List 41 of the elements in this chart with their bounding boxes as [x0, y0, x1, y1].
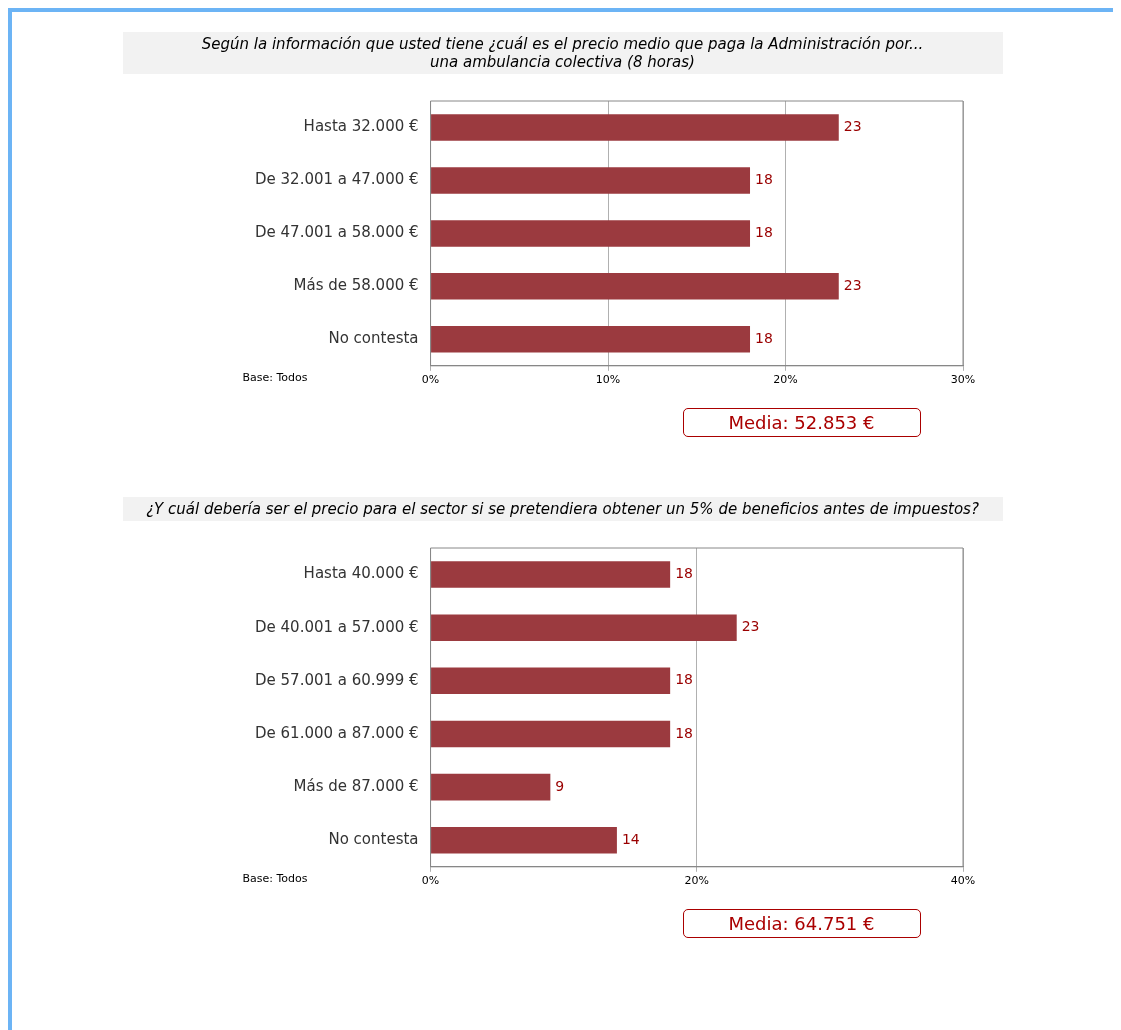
y-tick-label: De 32.001 a 47.000 € [254, 170, 419, 189]
y-tick-label: De 40.001 a 57.000 € [254, 617, 419, 636]
data-label: 18 [754, 224, 773, 241]
y-tick-label: De 47.001 a 58.000 € [254, 223, 419, 242]
text: Base: Todos [242, 872, 308, 885]
x-tick-label: 20% [772, 373, 798, 387]
bar [430, 826, 617, 854]
data-label: 18 [674, 724, 693, 741]
data-label: 23 [843, 118, 862, 135]
x-tick-label: 0% [421, 373, 439, 387]
text: Base: Todos [242, 371, 308, 384]
data-label: 23 [843, 277, 862, 293]
y-tick-label: No contesta [327, 329, 419, 348]
chart-title: ¿Y cuál debería ser el precio para el sector si se pretendiera obtener un 5% de beneficios antes de impuestos? [122, 497, 1003, 521]
data-label: 14 [621, 830, 640, 847]
bar [430, 720, 670, 748]
data-label: 23 [741, 618, 760, 635]
x-tick-label: 10% [595, 373, 620, 387]
data-label: 18 [674, 565, 693, 582]
bar [430, 773, 550, 801]
bar [430, 561, 670, 588]
y-tick-label: De 57.001 a 60.999 € [254, 670, 419, 689]
data-label: 18 [754, 171, 773, 188]
data-label: 9 [554, 777, 564, 794]
y-tick-label: Más de 58.000 € [293, 276, 419, 295]
x-tick-label: 20% [684, 874, 709, 888]
y-tick-label: Más de 87.000 € [293, 776, 419, 795]
y-tick-label: Hasta 32.000 € [303, 117, 419, 136]
bar [430, 614, 737, 641]
x-tick-label: 30% [950, 373, 975, 387]
data-label: 18 [674, 671, 693, 688]
y-tick-label: De 61.000 a 87.000 € [254, 723, 419, 742]
y-tick-label: Hasta 40.000 € [303, 564, 419, 583]
x-tick-label: 40% [950, 874, 975, 888]
y-tick-label: No contesta [327, 830, 419, 849]
data-label: 18 [754, 329, 773, 346]
text: Media: 64.751 € [682, 909, 921, 938]
x-tick-label: 0% [421, 874, 439, 888]
bar [430, 667, 670, 695]
chart-title: Según la información que usted tiene ¿cuál es el precio medio que paga la Administración por... una ambulancia colectiva (8 horas) [122, 32, 1003, 74]
text: Media: 52.853 € [682, 408, 921, 437]
